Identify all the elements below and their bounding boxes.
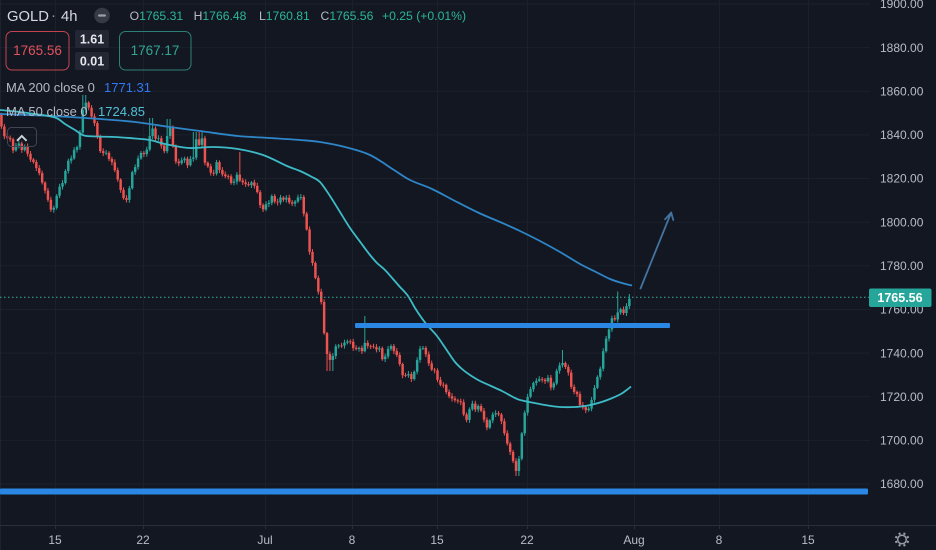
svg-text:1880.00: 1880.00 bbox=[880, 41, 924, 55]
svg-text:15: 15 bbox=[48, 533, 62, 547]
svg-text:1765.56: 1765.56 bbox=[13, 43, 62, 58]
svg-text:1767.17: 1767.17 bbox=[131, 43, 180, 58]
svg-text:Jul: Jul bbox=[257, 533, 272, 547]
svg-text:1820.00: 1820.00 bbox=[880, 172, 924, 186]
svg-text:1680.00: 1680.00 bbox=[880, 477, 924, 491]
svg-text:15: 15 bbox=[430, 533, 444, 547]
svg-text:1771.31: 1771.31 bbox=[104, 80, 151, 95]
svg-text:1724.85: 1724.85 bbox=[98, 104, 145, 119]
svg-text:1720.00: 1720.00 bbox=[880, 390, 924, 404]
svg-text:1700.00: 1700.00 bbox=[880, 434, 924, 448]
svg-text:MA 50 close 0: MA 50 close 0 bbox=[6, 104, 88, 119]
svg-text:1900.00: 1900.00 bbox=[880, 0, 924, 11]
svg-text:8: 8 bbox=[349, 533, 356, 547]
svg-text:1.61: 1.61 bbox=[80, 33, 104, 47]
svg-text:1740.00: 1740.00 bbox=[880, 346, 924, 360]
svg-text:22: 22 bbox=[136, 533, 150, 547]
svg-text:1840.00: 1840.00 bbox=[880, 128, 924, 142]
svg-text:1780.00: 1780.00 bbox=[880, 259, 924, 273]
svg-text:22: 22 bbox=[520, 533, 534, 547]
svg-text:1860.00: 1860.00 bbox=[880, 85, 924, 99]
svg-text:Aug: Aug bbox=[623, 533, 644, 547]
svg-text:8: 8 bbox=[716, 533, 723, 547]
svg-text:15: 15 bbox=[801, 533, 815, 547]
svg-text:MA 200 close 0: MA 200 close 0 bbox=[6, 80, 95, 95]
svg-text:·: · bbox=[51, 7, 56, 24]
svg-text:0.01: 0.01 bbox=[80, 55, 104, 69]
svg-text:4h: 4h bbox=[61, 9, 77, 25]
svg-text:1800.00: 1800.00 bbox=[880, 215, 924, 229]
svg-text:1765.56: 1765.56 bbox=[877, 291, 922, 305]
svg-text:GOLD: GOLD bbox=[7, 9, 49, 25]
